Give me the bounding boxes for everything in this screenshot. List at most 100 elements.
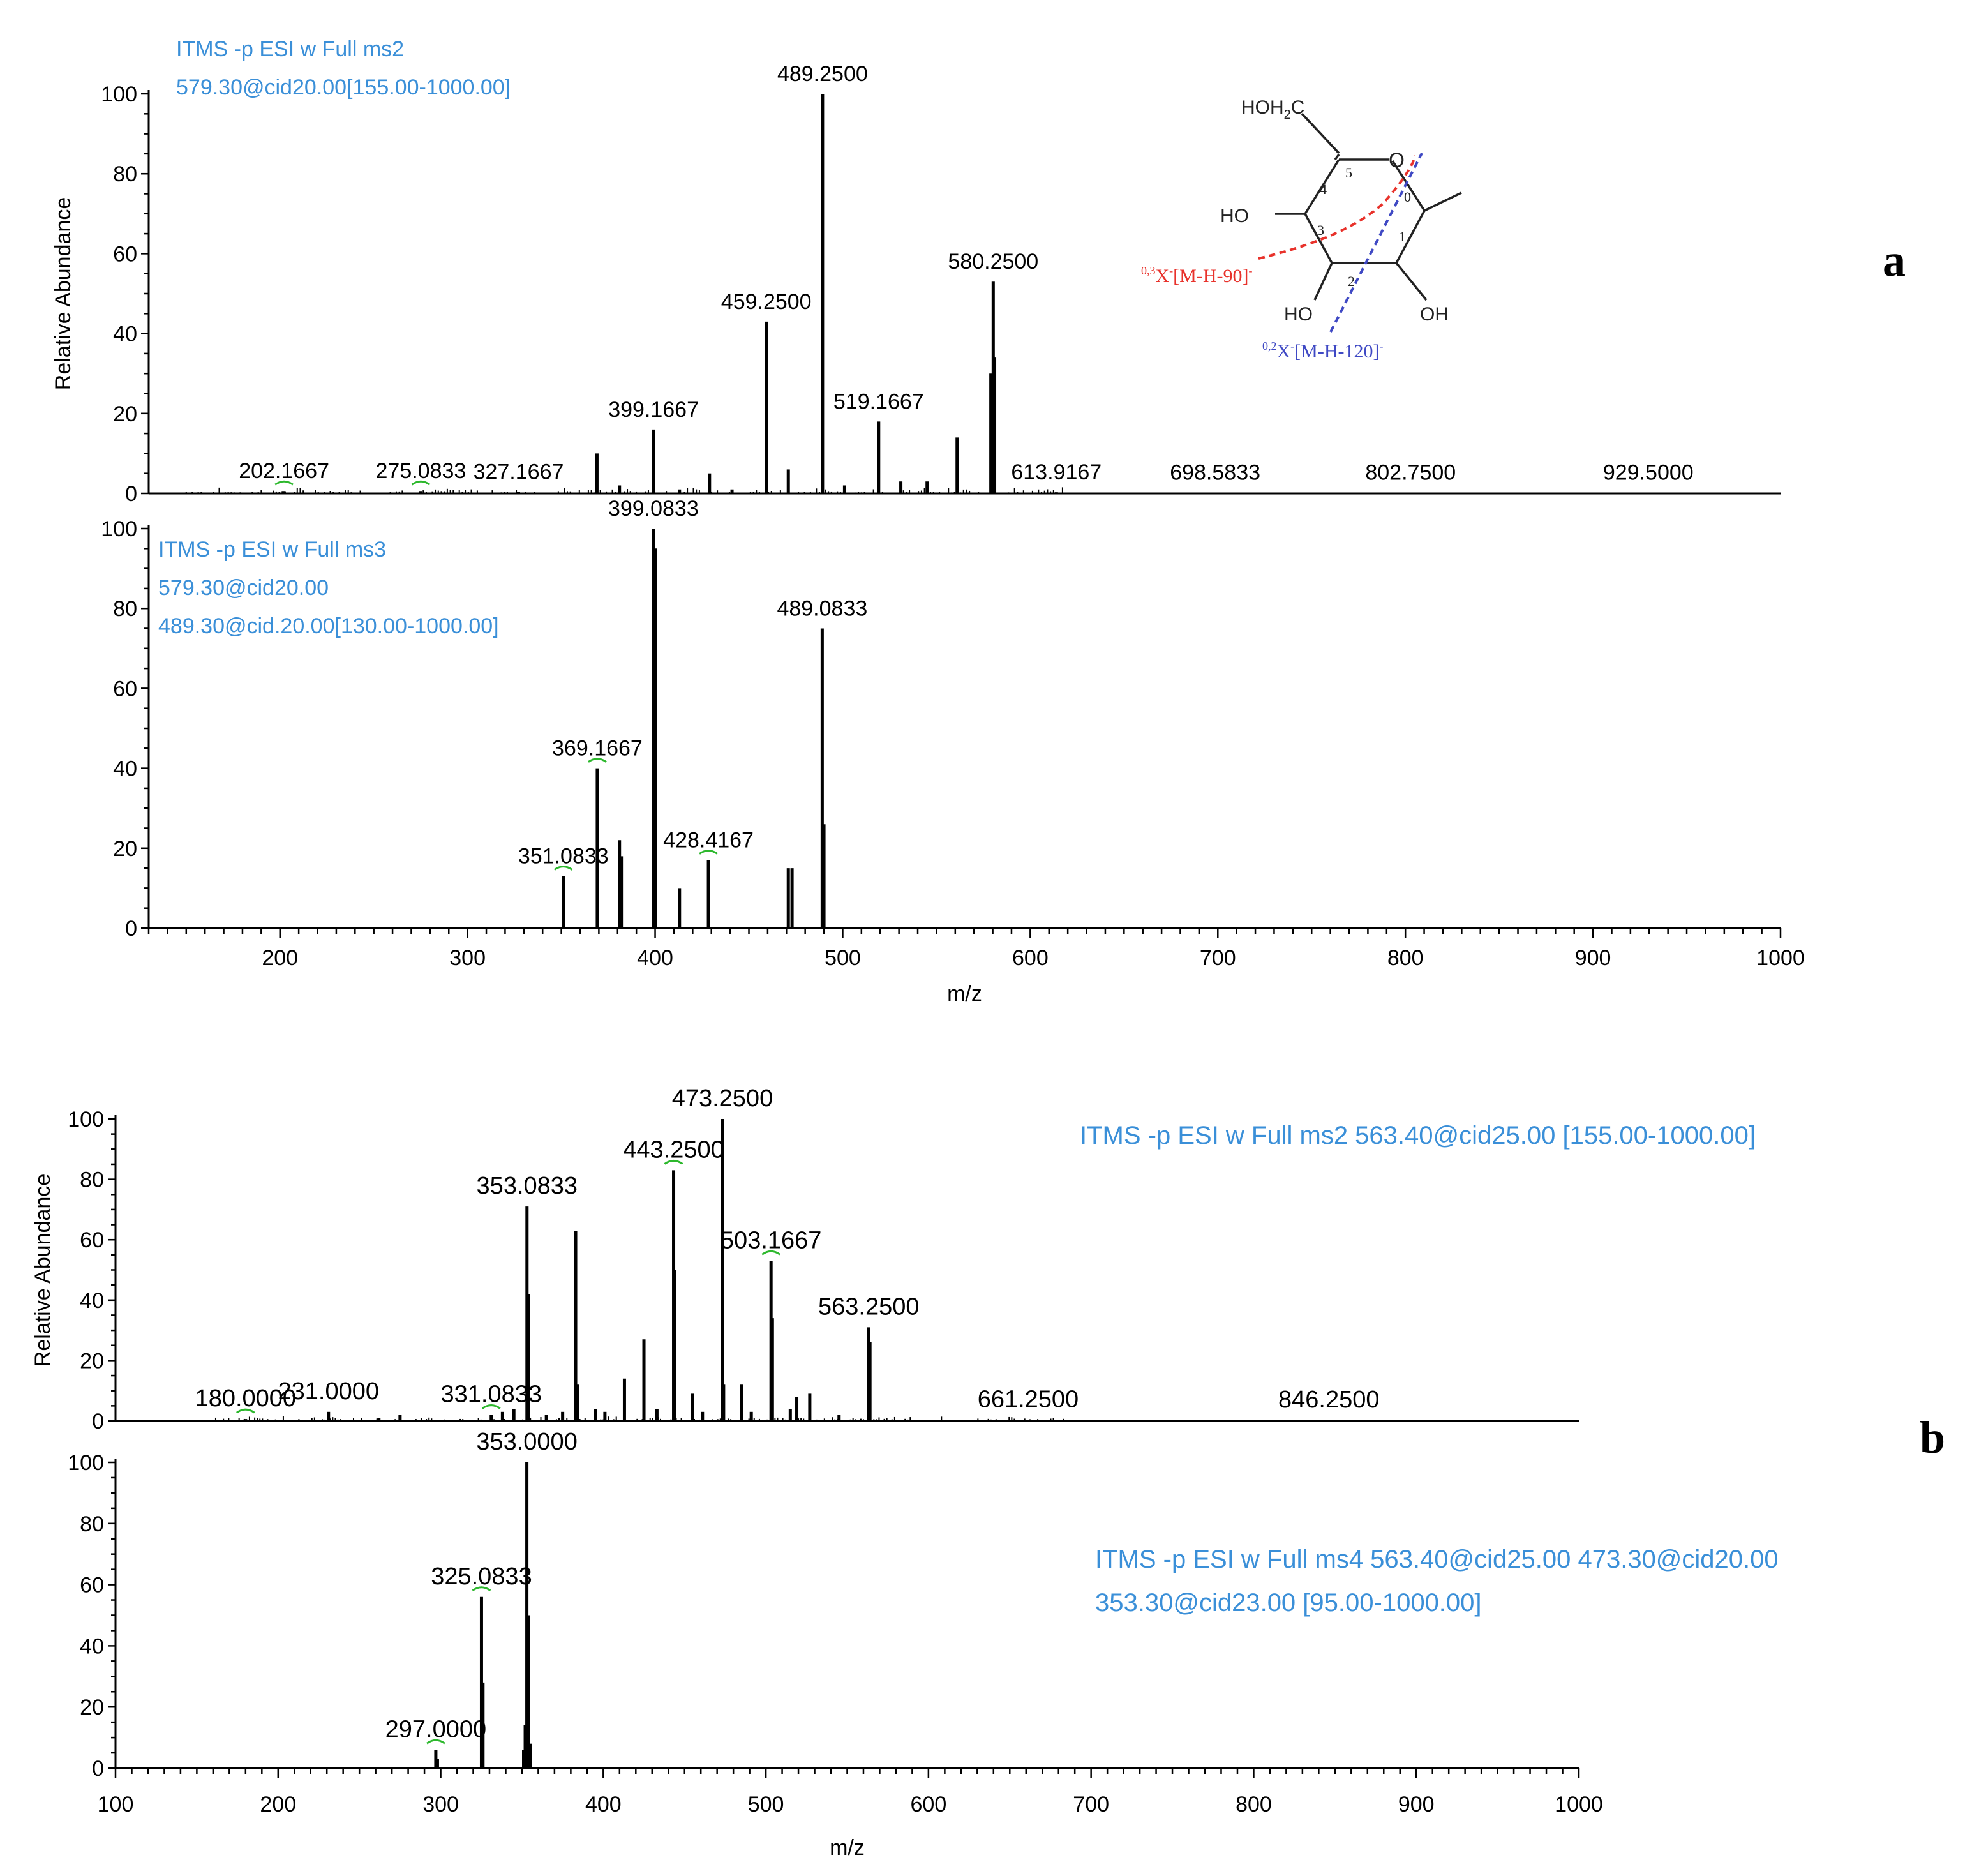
peak-label: 231.0000 — [278, 1378, 380, 1405]
peak-label: 489.0833 — [777, 597, 867, 621]
fragment-0-2-label: 0,2X-[M-H-120]- — [1262, 340, 1383, 362]
peak-label: 353.0000 — [476, 1429, 578, 1455]
peak-label: 580.2500 — [948, 250, 1038, 274]
y-tick-label: 20 — [113, 837, 137, 861]
y-tick-label: 80 — [80, 1168, 104, 1192]
scan-header-line: 353.30@cid23.00 [95.00-1000.00] — [1095, 1589, 1482, 1617]
cleavage-line-0-3 — [1258, 155, 1417, 260]
y-tick-label: 60 — [80, 1573, 104, 1598]
x-tick-label: 400 — [637, 946, 673, 970]
peak-marker — [588, 758, 607, 763]
y-tick-label: 60 — [80, 1228, 104, 1252]
peak-label: 331.0833 — [440, 1381, 542, 1408]
spectrum-b-ms2: 0 20 40 60 80 100 Relative Abundance 180.000023… — [31, 1085, 1756, 1434]
y-tick-label: 0 — [125, 917, 137, 941]
peak-label: 369.1667 — [552, 737, 643, 761]
y-tick-label: 100 — [101, 517, 137, 541]
y-tick-label: 100 — [68, 1451, 104, 1475]
scan-header-line: 489.30@cid.20.00[130.00-1000.00] — [158, 614, 499, 638]
ring-oxygen-label: O — [1389, 149, 1405, 172]
x-tick-label: 300 — [422, 1792, 459, 1817]
peak-label: 275.0833 — [376, 459, 467, 483]
y-tick-label: 40 — [113, 322, 137, 347]
peak-marker — [426, 1739, 445, 1745]
x-tick-label: 800 — [1387, 946, 1424, 970]
peak-label: 802.7500 — [1365, 461, 1456, 485]
ring-number-3: 3 — [1317, 222, 1324, 238]
x-tick-label: 400 — [585, 1792, 622, 1817]
x-tick-label: 100 — [98, 1792, 134, 1817]
x-tick-label: 600 — [1012, 946, 1049, 970]
peak-label: 563.2500 — [818, 1293, 920, 1320]
peak-label: 503.1667 — [721, 1227, 822, 1254]
y-tick-label: 100 — [68, 1107, 104, 1132]
scan-header-line: ITMS -p ESI w Full ms3 — [158, 537, 386, 562]
peak-label: 351.0833 — [518, 844, 609, 869]
ring-number-1: 1 — [1399, 229, 1406, 244]
peak-label: 325.0833 — [431, 1563, 532, 1590]
y-tick-label: 40 — [113, 757, 137, 781]
peak-label: 473.2500 — [672, 1085, 773, 1112]
y-tick-label: 0 — [125, 482, 137, 506]
x-tick-label: 300 — [449, 946, 486, 970]
y-tick-label: 60 — [113, 677, 137, 701]
peak-label: 399.0833 — [608, 497, 699, 521]
peak-label: 399.1667 — [608, 398, 699, 422]
y-axis-label: Relative Abundance — [51, 197, 75, 390]
peak-label: 698.5833 — [1170, 461, 1260, 485]
scan-header-line: ITMS -p ESI w Full ms2 563.40@cid25.00 [… — [1080, 1122, 1756, 1150]
y-tick-label: 100 — [101, 82, 137, 107]
peak-marker — [411, 480, 431, 486]
y-tick-label: 60 — [113, 242, 137, 266]
hydroxyl-left-label: HO — [1220, 206, 1249, 227]
x-tick-label: 900 — [1398, 1792, 1435, 1817]
y-tick-label: 0 — [92, 1757, 104, 1781]
peak-label: 519.1667 — [833, 389, 924, 414]
x-tick-label: 500 — [748, 1792, 784, 1817]
hoh2c-label: HOH2C — [1241, 97, 1304, 122]
ring-bonds — [1275, 112, 1462, 301]
fragment-0-3-label: 0,3X-[M-H-90]- — [1141, 264, 1252, 287]
x-tick-label: 600 — [911, 1792, 947, 1817]
ring-number-2: 2 — [1348, 273, 1355, 289]
y-axis-label: Relative Abundance — [31, 1174, 55, 1367]
pyranose-structure: HOH2C O HO HO OH 5 4 3 2 1 0 0,3X-[M-H-9… — [1141, 97, 1462, 362]
y-tick-label: 40 — [80, 1634, 104, 1658]
cleavage-line-0-2 — [1329, 153, 1423, 333]
x-tick-label: 200 — [260, 1792, 296, 1817]
x-tick-label: 900 — [1575, 946, 1611, 970]
peak-label: 846.2500 — [1278, 1386, 1380, 1413]
peak-label: 929.5000 — [1603, 461, 1694, 485]
peak-marker — [664, 1159, 683, 1165]
peak-marker — [235, 1408, 255, 1414]
x-tick-label: 1000 — [1555, 1792, 1603, 1817]
panel-letter-a: a — [1883, 235, 1906, 286]
peak-marker — [699, 850, 718, 855]
peak-marker — [274, 480, 294, 486]
peak-label: 297.0000 — [385, 1716, 487, 1743]
peak-label: 489.2500 — [777, 62, 868, 86]
spectrum-a-ms3: 0 20 40 60 80 100 200 300 400 500 600 700 800 900 1000… — [101, 497, 1805, 1006]
x-tick-label: 1000 — [1756, 946, 1805, 970]
peak-label: 353.0833 — [477, 1173, 578, 1199]
scan-header-line: 579.30@cid20.00[155.00-1000.00] — [176, 75, 511, 100]
peak-label: 459.2500 — [721, 290, 812, 314]
panel-letter-b: b — [1920, 1412, 1945, 1463]
peak-marker — [481, 1404, 501, 1409]
peak-label: 661.2500 — [978, 1386, 1079, 1413]
scan-header-line: ITMS -p ESI w Full ms2 — [176, 37, 404, 61]
spectrum-b-ms4: 0 20 40 60 80 100 100 200 300 400 500 600 700 800 900 1… — [68, 1429, 1778, 1860]
ring-number-5: 5 — [1345, 165, 1352, 181]
y-tick-label: 20 — [113, 402, 137, 426]
x-tick-label: 500 — [825, 946, 861, 970]
peak-label: 428.4167 — [663, 829, 754, 853]
ring-number-0: 0 — [1404, 189, 1411, 205]
peak-label: 202.1667 — [239, 459, 329, 483]
peak-marker — [761, 1250, 781, 1256]
peak-marker — [472, 1586, 491, 1592]
y-tick-label: 0 — [92, 1409, 104, 1434]
x-axis-label: m/z — [947, 982, 982, 1006]
y-tick-label: 20 — [80, 1349, 104, 1373]
